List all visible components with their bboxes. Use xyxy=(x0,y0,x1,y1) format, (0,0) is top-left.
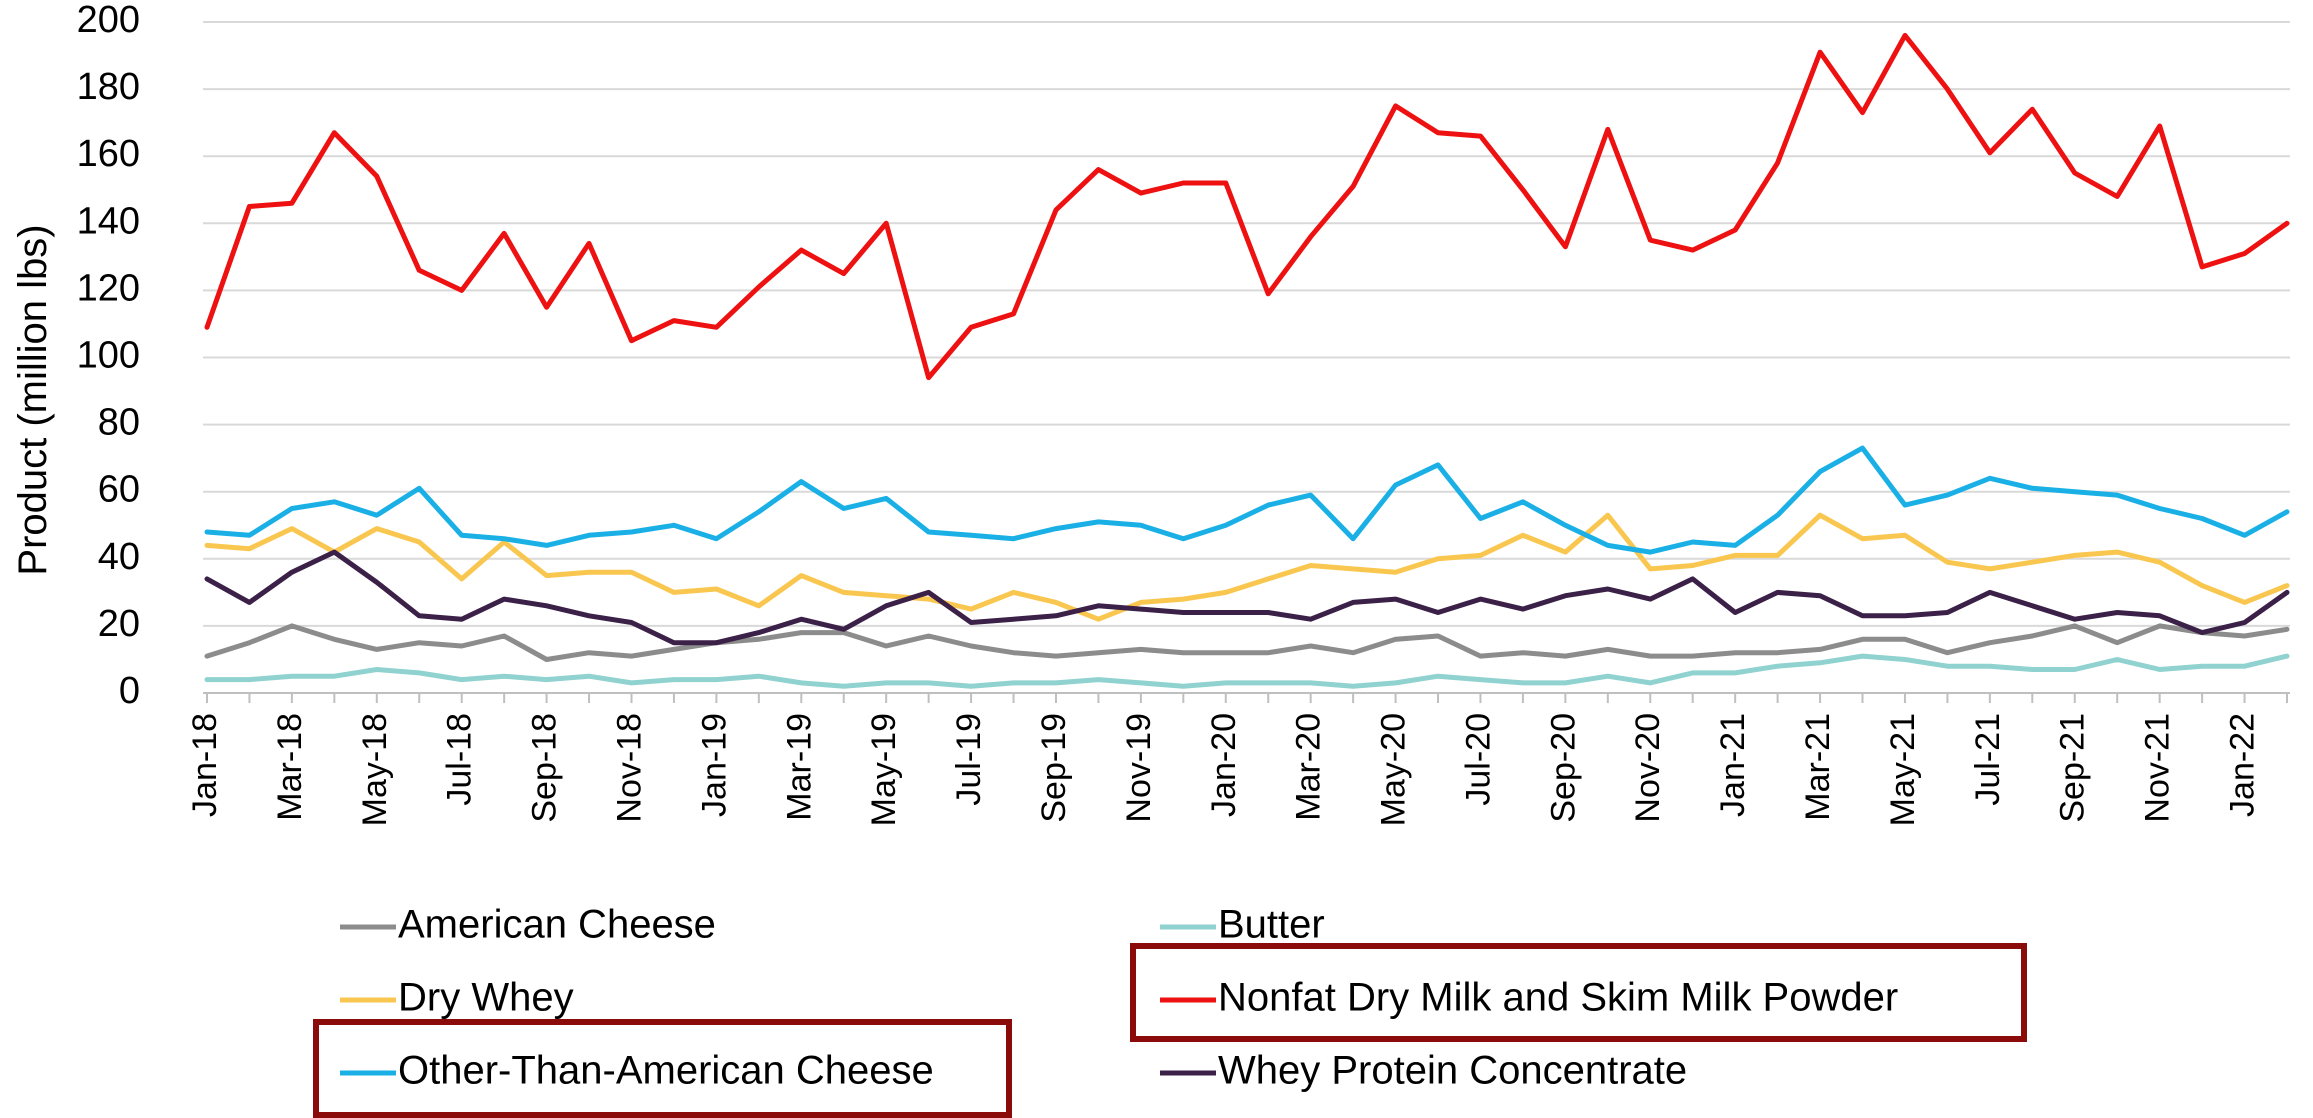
x-tick-label: Jul-21 xyxy=(1969,713,2007,806)
y-tick-label: 80 xyxy=(98,402,140,444)
series-line-butter xyxy=(204,653,2290,689)
x-tick-label: Nov-18 xyxy=(610,713,648,823)
y-tick-label: 200 xyxy=(77,0,140,41)
x-tick-label: Jul-18 xyxy=(441,713,479,806)
legend-label-whey-protein-concentrate: Whey Protein Concentrate xyxy=(1218,1049,1687,1093)
legend-label-butter: Butter xyxy=(1218,903,1325,947)
legend-label-american-cheese: American Cheese xyxy=(398,903,716,947)
y-tick-label: 180 xyxy=(77,66,140,108)
legend-label-dry-whey: Dry Whey xyxy=(398,976,574,1020)
x-tick-label: Jan-22 xyxy=(2224,713,2262,817)
x-tick-label: Jan-19 xyxy=(695,713,733,817)
x-axis-ticks: Jan-18 Mar-18 May-18 Jul-18 Sep-18 Nov-18 Jan-… xyxy=(186,713,2262,826)
y-tick-label: 0 xyxy=(119,670,140,712)
legend-label-other-than-american-cheese: Other-Than-American Cheese xyxy=(398,1049,934,1093)
x-tick-label: Jul-19 xyxy=(950,713,988,806)
y-tick-label: 40 xyxy=(98,536,140,578)
legend-label-nonfat-dry-milk-and-skim-milk-powder: Nonfat Dry Milk and Skim Milk Powder xyxy=(1218,976,1898,1020)
x-tick-label: Sep-19 xyxy=(1035,713,1073,823)
y-axis-title: Product (million lbs) xyxy=(11,224,55,575)
gridlines xyxy=(203,21,2290,627)
x-tick-label: Jan-20 xyxy=(1205,713,1243,817)
y-tick-label: 100 xyxy=(77,335,140,377)
x-tick-label: Sep-20 xyxy=(1544,713,1582,823)
x-tick-label: Jan-18 xyxy=(186,713,224,817)
x-tick-label: Jul-20 xyxy=(1459,713,1497,806)
x-tick-label: Nov-19 xyxy=(1120,713,1158,823)
x-tick-label: May-19 xyxy=(865,713,903,826)
legend: American Cheese Butter Dry Whey Nonfat Dry … xyxy=(340,903,1898,1093)
x-tick-label: May-21 xyxy=(1884,713,1922,826)
x-tick-label: Sep-21 xyxy=(2054,713,2092,823)
y-axis-ticks: 0 20 40 60 80 100 120 140 160 180 200 xyxy=(77,0,140,712)
x-tick-label: Nov-20 xyxy=(1629,713,1667,823)
y-tick-label: 160 xyxy=(77,133,140,175)
y-tick-label: 120 xyxy=(77,267,140,309)
x-tick-label: Mar-19 xyxy=(780,713,818,821)
series-line-whey-protein-concentrate xyxy=(204,549,2290,646)
series-lines xyxy=(204,32,2290,689)
x-tick-label: Sep-18 xyxy=(526,713,564,823)
x-tick-label: May-18 xyxy=(356,713,394,826)
highlight-boxes xyxy=(313,943,2027,1118)
x-tick-label: Nov-21 xyxy=(2139,713,2177,823)
x-tick-label: May-20 xyxy=(1375,713,1413,826)
x-tick-label: Mar-18 xyxy=(271,713,309,821)
series-line-other-than-american-cheese xyxy=(204,445,2290,555)
y-tick-label: 60 xyxy=(98,469,140,511)
highlight-box-nonfat-dry-milk xyxy=(1130,943,2027,1042)
x-axis xyxy=(203,692,2290,703)
x-tick-label: Mar-21 xyxy=(1799,713,1837,821)
x-tick-label: Mar-20 xyxy=(1290,713,1328,821)
series-line-nonfat-dry-milk-and-skim-milk-powder xyxy=(204,32,2290,381)
y-tick-label: 20 xyxy=(98,603,140,645)
series-line-american-cheese xyxy=(204,623,2290,662)
highlight-box-other-than-american-cheese xyxy=(313,1019,1012,1118)
series-line-dry-whey xyxy=(204,512,2290,622)
x-tick-label: Jan-21 xyxy=(1714,713,1752,817)
y-tick-label: 140 xyxy=(77,200,140,242)
